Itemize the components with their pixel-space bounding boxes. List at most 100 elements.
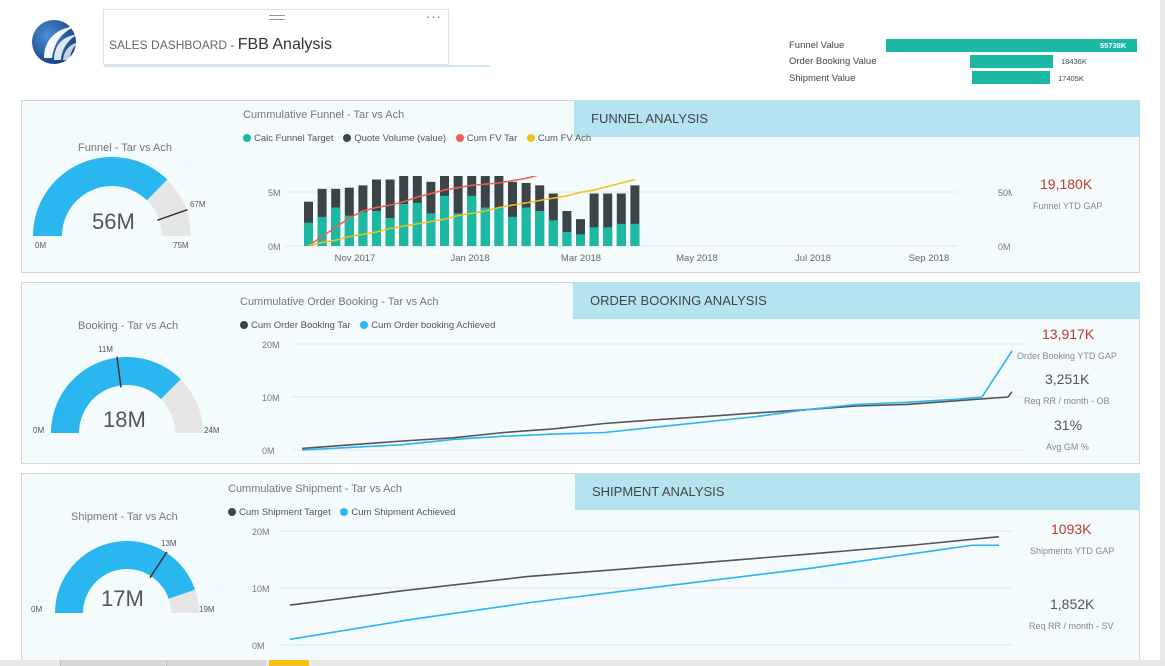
funnel-gauge-value: 56M xyxy=(92,209,135,234)
shipment-panel: SHIPMENT ANALYSIS Shipment - Tar vs Ach … xyxy=(21,473,1140,663)
page-title: SALES DASHBOARD - FBB Analysis xyxy=(109,36,332,53)
funnel-analysis-header: FUNNEL ANALYSIS xyxy=(574,100,1140,137)
funnel-bar-target xyxy=(630,223,640,246)
funnel-bar-target xyxy=(589,227,599,246)
funnel-xtick: Nov 2017 xyxy=(335,253,376,264)
funnel-gauge-target-marker xyxy=(157,208,188,221)
shipment-ytd-gap-label: Shipments YTD GAP xyxy=(1030,546,1115,556)
legend-calc-funnel-target[interactable]: Calc Funnel Target xyxy=(243,133,334,144)
funnel-bar-target xyxy=(358,212,368,246)
booking-chart-legend: Cum Order Booking Tar Cum Order booking … xyxy=(240,320,502,331)
funnel-bar-target xyxy=(453,213,463,246)
booking-chart-series-1 xyxy=(301,350,1013,451)
shipment-chart-ytick: 20M xyxy=(252,527,270,537)
summary-bar-funnel[interactable] xyxy=(886,39,1137,52)
booking-chart-series-0 xyxy=(301,391,1013,450)
title-underline xyxy=(104,65,490,67)
page-tab-2[interactable] xyxy=(166,660,266,666)
drag-handle-icon[interactable] xyxy=(269,15,285,20)
funnel-bar-target xyxy=(603,227,613,246)
funnel-bar-target xyxy=(576,234,585,246)
funnel-bar-target xyxy=(304,222,313,246)
funnel-bar-target xyxy=(399,204,409,246)
shipment-chart-series-1 xyxy=(289,544,999,641)
page-tabs-strip xyxy=(0,660,1165,666)
booking-panel: ORDER BOOKING ANALYSIS Booking - Tar vs … xyxy=(21,282,1140,464)
legend-cum-order-booking-achieved[interactable]: Cum Order booking Achieved xyxy=(360,320,495,331)
summary-bar-booking[interactable] xyxy=(970,55,1053,68)
shipment-gauge[interactable] xyxy=(42,536,212,621)
funnel-bar-target xyxy=(426,213,436,246)
funnel-ytd-gap-value: 19,180K xyxy=(1040,176,1093,192)
funnel-ytick-left: 0M xyxy=(268,242,281,252)
funnel-line-cum-fv-tar xyxy=(308,176,539,247)
funnel-bar-target xyxy=(508,216,517,246)
legend-cum-fv-ach[interactable]: Cum FV Ach xyxy=(526,133,591,144)
funnel-bar-target xyxy=(440,195,449,246)
summary-bar-shipment[interactable] xyxy=(972,71,1050,84)
funnel-bar-target xyxy=(521,207,531,246)
funnel-bar-quote xyxy=(562,211,572,246)
funnel-bar-quote xyxy=(616,193,626,246)
funnel-ytick-right: 50M xyxy=(998,188,1012,198)
legend-cum-order-booking-tar[interactable]: Cum Order Booking Tar xyxy=(240,320,351,331)
funnel-gauge-max: 75M xyxy=(173,241,189,250)
summary-value-booking: 18436K xyxy=(1061,57,1087,66)
funnel-panel: FUNNEL ANALYSIS Funnel - Tar vs Ach 56M … xyxy=(21,100,1140,273)
title-card[interactable]: ··· SALES DASHBOARD - FBB Analysis xyxy=(103,9,449,65)
legend-cum-fv-tar[interactable]: Cum FV Tar xyxy=(455,133,517,144)
shipment-chart-legend: Cum Shipment Target Cum Shipment Achieve… xyxy=(228,507,462,518)
shipment-gauge-target: 13M xyxy=(161,539,177,548)
funnel-bar-quote xyxy=(453,176,463,246)
funnel-ytd-gap-label: Funnel YTD GAP xyxy=(1033,201,1103,211)
shipment-analysis-header: SHIPMENT ANALYSIS xyxy=(575,473,1140,510)
funnel-chart-legend: Calc Funnel Target Quote Volume (value) … xyxy=(243,133,598,144)
funnel-bar-target xyxy=(385,218,395,246)
summary-value-shipment: 17405K xyxy=(1058,74,1084,83)
funnel-bar-target xyxy=(562,232,572,246)
booking-avg-gm-label: Avg GM % xyxy=(1046,442,1089,452)
funnel-bar-target xyxy=(548,220,558,246)
funnel-chart[interactable]: 5M 0M 50M 0M Nov 2017 Jan 2018 Mar 2018 May 201… xyxy=(232,176,1012,271)
ellipsis-icon[interactable]: ··· xyxy=(426,9,442,24)
booking-req-rr-label: Req RR / month - OB xyxy=(1024,396,1110,406)
funnel-bar-target xyxy=(317,216,327,246)
funnel-gauge[interactable] xyxy=(30,149,200,249)
shipment-req-rr-value: 1,852K xyxy=(1050,596,1095,612)
funnel-xtick: Jan 2018 xyxy=(450,253,489,264)
shipment-gauge-target-marker xyxy=(149,551,168,579)
funnel-bar-target xyxy=(616,223,626,246)
funnel-xtick: Sep 2018 xyxy=(909,253,950,264)
funnel-bar-quote xyxy=(508,181,517,246)
funnel-gauge-title: Funnel - Tar vs Ach xyxy=(78,142,172,154)
booking-gauge-title: Booking - Tar vs Ach xyxy=(78,320,179,332)
booking-chart-title: Cummulative Order Booking - Tar vs Ach xyxy=(240,296,439,308)
funnel-ytick-right: 0M xyxy=(998,242,1011,252)
summary-label-funnel: Funnel Value xyxy=(789,40,845,51)
funnel-bar-target xyxy=(494,207,504,246)
shipment-chart-series-0 xyxy=(289,535,1000,606)
summary-label-booking: Order Booking Value xyxy=(789,56,877,67)
shipment-chart[interactable]: 20M 10M 0M xyxy=(212,520,1022,654)
legend-cum-shipment-target[interactable]: Cum Shipment Target xyxy=(228,507,331,518)
booking-gauge[interactable] xyxy=(42,343,212,435)
shipment-chart-ytick: 0M xyxy=(252,641,265,651)
booking-req-rr-value: 3,251K xyxy=(1045,371,1090,387)
shipment-gauge-fill xyxy=(55,541,196,613)
legend-quote-volume[interactable]: Quote Volume (value) xyxy=(343,133,446,144)
page-tab-1[interactable] xyxy=(60,660,165,666)
shipment-req-rr-label: Req RR / month - SV xyxy=(1029,621,1114,631)
shipment-gauge-max: 19M xyxy=(199,605,215,614)
funnel-bar-target xyxy=(480,207,490,246)
booking-chart[interactable]: 20M 10M 0M xyxy=(222,335,1022,460)
funnel-bar-target xyxy=(535,211,545,246)
legend-cum-shipment-achieved[interactable]: Cum Shipment Achieved xyxy=(340,507,455,518)
shipment-gauge-title: Shipment - Tar vs Ach xyxy=(71,511,178,523)
funnel-xtick: May 2018 xyxy=(676,253,718,264)
shipment-gauge-min: 0M xyxy=(31,605,43,614)
booking-gauge-target-marker xyxy=(116,356,122,388)
page-tab-active[interactable] xyxy=(269,660,309,666)
funnel-bar-quote xyxy=(603,193,613,246)
company-logo-icon xyxy=(32,20,79,64)
booking-ytd-gap-value: 13,917K xyxy=(1042,326,1095,342)
